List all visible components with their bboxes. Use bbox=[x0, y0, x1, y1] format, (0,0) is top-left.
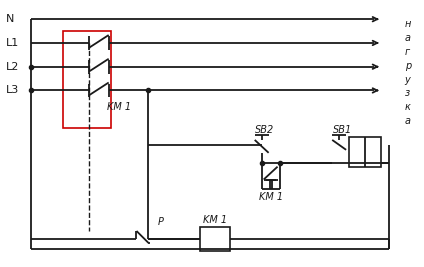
Text: KM 1: KM 1 bbox=[106, 102, 131, 112]
Text: SB1: SB1 bbox=[332, 125, 352, 135]
Text: L1: L1 bbox=[6, 38, 20, 48]
Text: KM 1: KM 1 bbox=[259, 193, 283, 202]
Bar bbox=[200, 227, 230, 251]
Bar bbox=[63, 31, 111, 128]
Text: N: N bbox=[6, 14, 15, 24]
Text: L3: L3 bbox=[6, 85, 20, 96]
Text: р: р bbox=[405, 61, 411, 71]
Text: L2: L2 bbox=[6, 62, 20, 72]
Text: а: а bbox=[405, 33, 411, 43]
Text: KM 1: KM 1 bbox=[203, 215, 227, 225]
Bar bbox=[349, 137, 381, 167]
Text: а: а bbox=[405, 116, 411, 126]
Text: P: P bbox=[157, 217, 163, 227]
Text: SB2: SB2 bbox=[255, 125, 274, 135]
Text: з: з bbox=[405, 88, 410, 99]
Text: к: к bbox=[405, 102, 410, 112]
Text: н: н bbox=[405, 19, 411, 29]
Text: г: г bbox=[405, 47, 410, 57]
Text: у: у bbox=[405, 74, 410, 85]
